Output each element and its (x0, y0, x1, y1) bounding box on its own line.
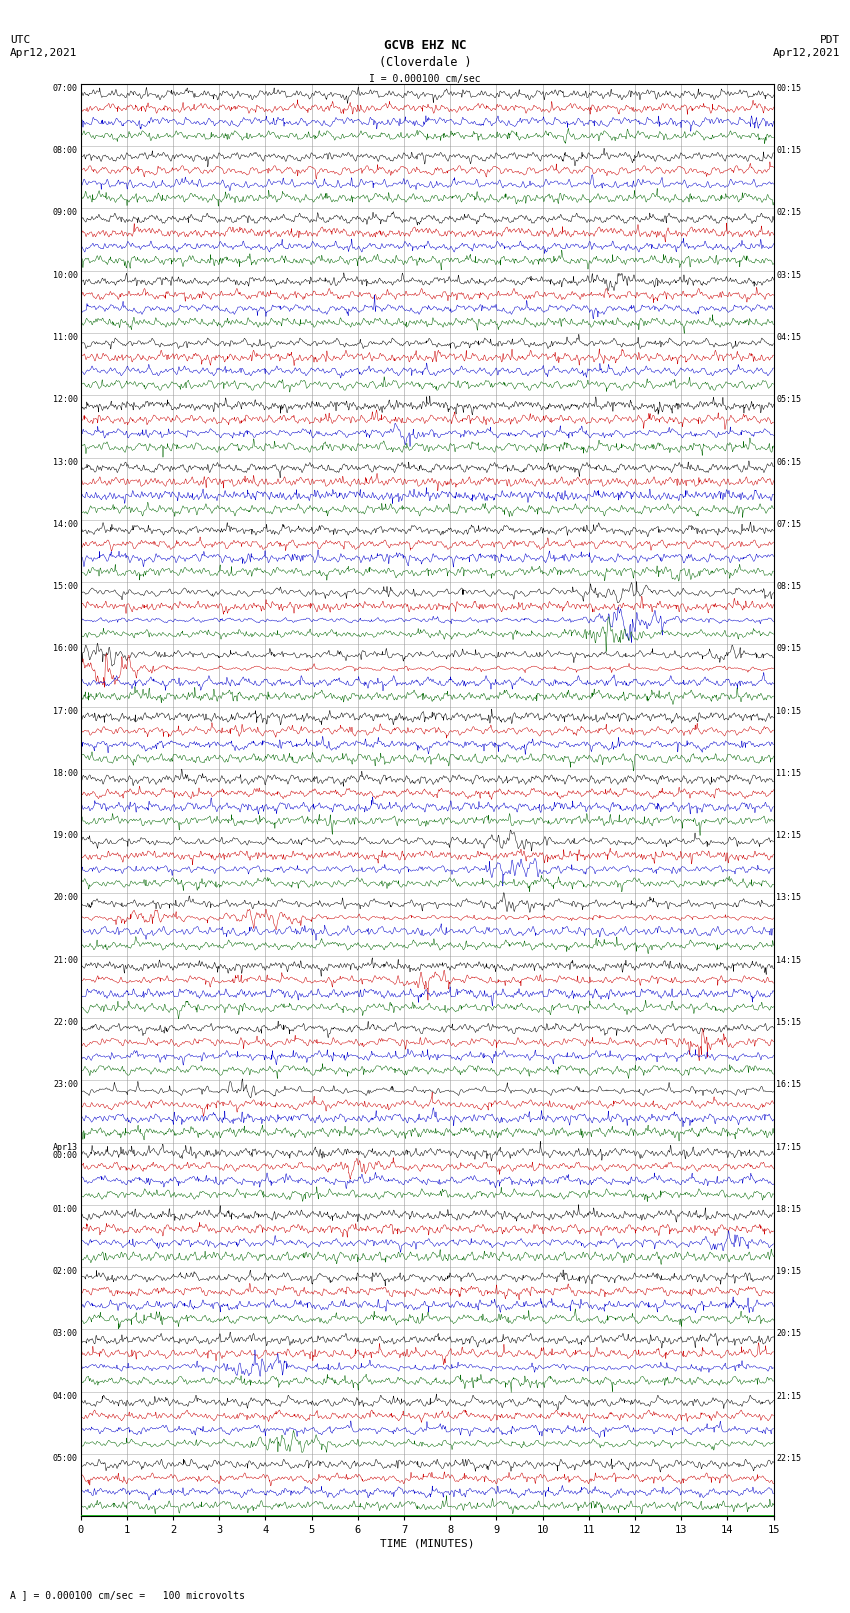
Text: 22:00: 22:00 (53, 1018, 78, 1027)
Text: 04:15: 04:15 (776, 332, 802, 342)
Text: 16:00: 16:00 (53, 644, 78, 653)
Text: 09:15: 09:15 (776, 644, 802, 653)
Text: 10:15: 10:15 (776, 706, 802, 716)
Text: 02:00: 02:00 (53, 1268, 78, 1276)
Text: 08:00: 08:00 (53, 147, 78, 155)
Text: 21:00: 21:00 (53, 957, 78, 965)
Text: 17:00: 17:00 (53, 706, 78, 716)
Text: 03:00: 03:00 (53, 1329, 78, 1339)
Text: I = 0.000100 cm/sec: I = 0.000100 cm/sec (369, 74, 481, 84)
Text: 05:00: 05:00 (53, 1453, 78, 1463)
Text: UTC: UTC (10, 35, 31, 45)
Text: PDT: PDT (819, 35, 840, 45)
Text: 04:00: 04:00 (53, 1392, 78, 1400)
Text: 12:15: 12:15 (776, 831, 802, 840)
Text: 18:00: 18:00 (53, 769, 78, 777)
Text: Apr13
00:00: Apr13 00:00 (53, 1142, 78, 1160)
X-axis label: TIME (MINUTES): TIME (MINUTES) (380, 1539, 474, 1548)
Text: 09:00: 09:00 (53, 208, 78, 218)
Text: 12:00: 12:00 (53, 395, 78, 405)
Text: 15:15: 15:15 (776, 1018, 802, 1027)
Text: 13:00: 13:00 (53, 458, 78, 466)
Text: 14:00: 14:00 (53, 519, 78, 529)
Text: 03:15: 03:15 (776, 271, 802, 279)
Text: Apr12,2021: Apr12,2021 (773, 48, 840, 58)
Text: 16:15: 16:15 (776, 1081, 802, 1089)
Text: 14:15: 14:15 (776, 957, 802, 965)
Text: 20:15: 20:15 (776, 1329, 802, 1339)
Text: 08:15: 08:15 (776, 582, 802, 590)
Text: 11:15: 11:15 (776, 769, 802, 777)
Text: 07:15: 07:15 (776, 519, 802, 529)
Text: 20:00: 20:00 (53, 894, 78, 902)
Text: 01:00: 01:00 (53, 1205, 78, 1215)
Text: 17:15: 17:15 (776, 1142, 802, 1152)
Text: A ] = 0.000100 cm/sec =   100 microvolts: A ] = 0.000100 cm/sec = 100 microvolts (10, 1590, 245, 1600)
Text: 23:00: 23:00 (53, 1081, 78, 1089)
Text: GCVB EHZ NC: GCVB EHZ NC (383, 39, 467, 52)
Text: Apr12,2021: Apr12,2021 (10, 48, 77, 58)
Text: 13:15: 13:15 (776, 894, 802, 902)
Text: 15:00: 15:00 (53, 582, 78, 590)
Text: 19:15: 19:15 (776, 1268, 802, 1276)
Text: 05:15: 05:15 (776, 395, 802, 405)
Text: 11:00: 11:00 (53, 332, 78, 342)
Text: 22:15: 22:15 (776, 1453, 802, 1463)
Text: (Cloverdale ): (Cloverdale ) (379, 56, 471, 69)
Text: 19:00: 19:00 (53, 831, 78, 840)
Text: 07:00: 07:00 (53, 84, 78, 94)
Text: 18:15: 18:15 (776, 1205, 802, 1215)
Text: 10:00: 10:00 (53, 271, 78, 279)
Text: 02:15: 02:15 (776, 208, 802, 218)
Text: 21:15: 21:15 (776, 1392, 802, 1400)
Text: 00:15: 00:15 (776, 84, 802, 94)
Text: 06:15: 06:15 (776, 458, 802, 466)
Text: 01:15: 01:15 (776, 147, 802, 155)
